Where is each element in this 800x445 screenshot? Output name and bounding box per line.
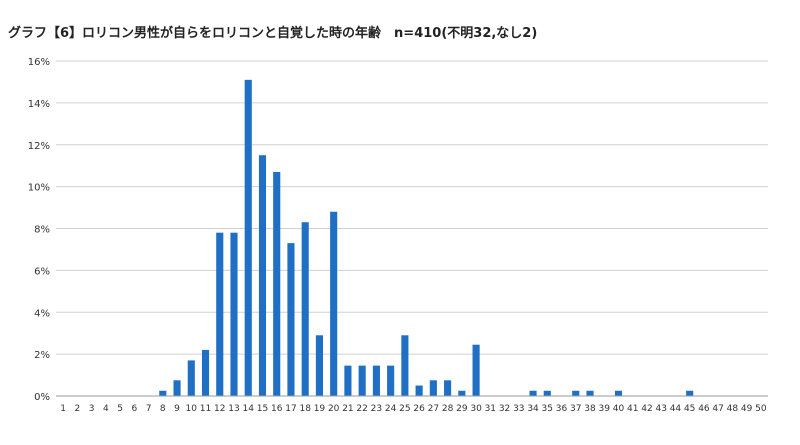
bar xyxy=(458,390,466,396)
bar xyxy=(230,232,238,396)
x-tick-label: 5 xyxy=(117,404,123,414)
bar xyxy=(415,385,423,396)
x-tick-label: 2 xyxy=(74,404,80,414)
x-tick-label: 49 xyxy=(741,404,753,414)
bar xyxy=(586,390,594,396)
x-tick-label: 27 xyxy=(428,404,439,414)
bar xyxy=(258,155,267,396)
x-tick-label: 12 xyxy=(214,404,225,414)
y-tick-label: 14% xyxy=(28,99,50,110)
x-tick-label: 40 xyxy=(613,404,625,414)
x-tick-label: 3 xyxy=(89,404,95,414)
y-tick-label: 10% xyxy=(28,183,50,194)
bar xyxy=(444,380,452,396)
x-tick-label: 48 xyxy=(727,404,739,414)
x-tick-label: 16 xyxy=(271,404,283,414)
x-tick-label: 19 xyxy=(314,404,326,414)
x-tick-label: 31 xyxy=(485,404,496,414)
x-tick-label: 45 xyxy=(684,404,695,414)
x-tick-label: 36 xyxy=(556,404,568,414)
x-tick-label: 21 xyxy=(342,404,353,414)
bar xyxy=(273,171,281,396)
bar xyxy=(301,222,309,396)
x-tick-label: 34 xyxy=(527,404,539,414)
bar xyxy=(287,243,295,396)
x-tick-label: 25 xyxy=(399,404,410,414)
bar xyxy=(686,390,694,396)
x-tick-label: 26 xyxy=(413,404,425,414)
x-tick-label: 35 xyxy=(542,404,553,414)
y-tick-label: 6% xyxy=(34,266,50,277)
x-tick-label: 42 xyxy=(641,404,652,414)
bar xyxy=(401,335,409,396)
x-tick-label: 11 xyxy=(200,404,211,414)
x-tick-label: 28 xyxy=(442,404,454,414)
x-axis-ticks: 1 2 3 4 5 6 7 8 9 10 11 12 13 14 15 16 17 18 19 20 21 22 23 24 2… xyxy=(60,404,767,414)
y-tick-label: 8% xyxy=(34,225,50,236)
bar xyxy=(244,79,252,396)
bars xyxy=(159,79,694,396)
y-tick-label: 2% xyxy=(34,350,50,361)
bar xyxy=(159,390,167,396)
x-tick-label: 20 xyxy=(328,404,340,414)
x-tick-label: 47 xyxy=(712,404,723,414)
x-tick-label: 13 xyxy=(228,404,239,414)
x-tick-label: 15 xyxy=(257,404,268,414)
bar xyxy=(614,390,623,396)
x-tick-label: 46 xyxy=(698,404,710,414)
gridlines xyxy=(56,60,768,355)
x-tick-label: 32 xyxy=(499,404,510,414)
x-tick-label: 17 xyxy=(285,404,296,414)
bar xyxy=(344,365,352,396)
bar xyxy=(358,365,366,396)
x-tick-label: 10 xyxy=(186,404,198,414)
x-tick-label: 29 xyxy=(456,404,468,414)
x-tick-label: 14 xyxy=(243,404,255,414)
x-tick-label: 38 xyxy=(584,404,596,414)
bar xyxy=(543,390,551,396)
x-tick-label: 9 xyxy=(174,404,180,414)
x-tick-label: 39 xyxy=(599,404,611,414)
x-tick-label: 1 xyxy=(60,404,66,414)
bar xyxy=(529,390,537,396)
bar xyxy=(330,211,338,396)
y-tick-label: 16% xyxy=(28,57,50,68)
bar xyxy=(201,349,210,396)
chart-title: グラフ【6】ロリコン男性が自らをロリコンと自覚した時の年齢 n=410(不明32… xyxy=(8,26,538,41)
y-axis-ticks: 0% 2% 4% 6% 8% 10% 12% 14% 16% xyxy=(28,57,50,403)
x-tick-label: 24 xyxy=(385,404,397,414)
x-tick-label: 22 xyxy=(356,404,367,414)
x-tick-label: 4 xyxy=(103,404,109,414)
bar xyxy=(429,380,437,396)
x-tick-label: 23 xyxy=(371,404,382,414)
x-tick-label: 6 xyxy=(131,404,137,414)
bar xyxy=(173,380,181,396)
y-tick-label: 4% xyxy=(34,308,50,319)
x-tick-label: 8 xyxy=(160,404,166,414)
x-tick-label: 30 xyxy=(470,404,482,414)
x-tick-label: 33 xyxy=(513,404,524,414)
y-tick-label: 0% xyxy=(34,392,50,403)
y-tick-label: 12% xyxy=(28,141,50,152)
bar xyxy=(187,360,195,396)
x-tick-label: 50 xyxy=(755,404,767,414)
bar xyxy=(572,390,580,396)
x-tick-label: 41 xyxy=(627,404,638,414)
x-tick-label: 18 xyxy=(299,404,311,414)
x-tick-label: 44 xyxy=(670,404,682,414)
x-tick-label: 37 xyxy=(570,404,581,414)
bar xyxy=(315,335,323,396)
bar xyxy=(472,344,480,396)
bar xyxy=(372,365,380,396)
bar xyxy=(387,365,395,396)
bar xyxy=(216,232,224,396)
x-tick-label: 7 xyxy=(146,404,152,414)
x-tick-label: 43 xyxy=(655,404,666,414)
